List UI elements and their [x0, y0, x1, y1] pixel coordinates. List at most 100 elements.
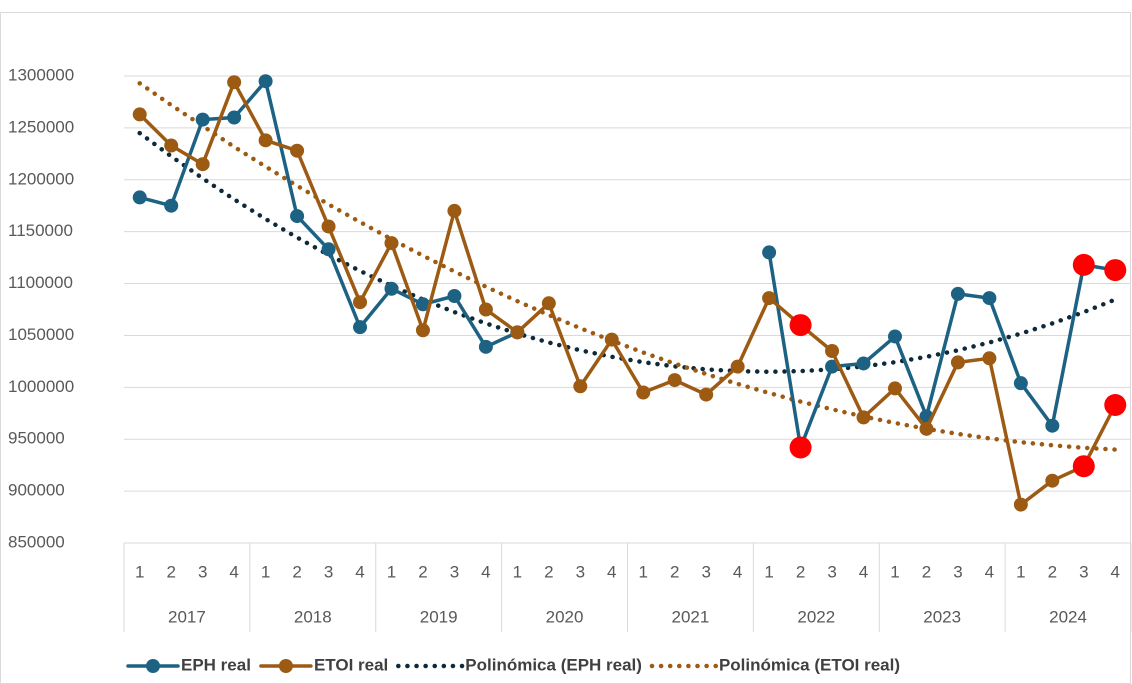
x-tick-label: 2 [544, 562, 553, 581]
x-tick-label: 3 [1079, 562, 1088, 581]
year-label: 2021 [672, 607, 710, 626]
y-tick-label: 1000000 [8, 377, 74, 396]
marker [919, 421, 934, 436]
marker [950, 286, 965, 301]
marker [384, 236, 399, 251]
series-line [137, 79, 1118, 450]
marker [258, 74, 273, 89]
marker [510, 325, 525, 340]
highlight-marker [1072, 253, 1095, 276]
marker [415, 323, 430, 338]
legend-marker [146, 659, 160, 673]
marker [887, 329, 902, 344]
marker [856, 356, 871, 371]
legend-label: ETOI real [314, 655, 388, 674]
marker [730, 359, 745, 374]
legend-label: Polinómica (ETOI real) [719, 655, 900, 674]
marker [415, 297, 430, 312]
x-tick-label: 4 [1111, 562, 1120, 581]
x-tick-label: 1 [135, 562, 144, 581]
marker [447, 203, 462, 218]
marker [478, 302, 493, 317]
year-label: 2017 [168, 607, 206, 626]
marker [950, 355, 965, 370]
highlight-marker [789, 436, 812, 459]
legend-label: EPH real [181, 655, 251, 674]
marker [982, 351, 997, 366]
highlight-marker [1104, 259, 1127, 282]
x-tick-label: 1 [1016, 562, 1025, 581]
marker [541, 296, 556, 311]
x-tick-label: 3 [576, 562, 585, 581]
y-tick-label: 1100000 [8, 273, 73, 292]
year-label: 2020 [546, 607, 584, 626]
year-label: 2018 [294, 607, 332, 626]
marker [762, 291, 777, 306]
marker [856, 410, 871, 425]
x-tick-label: 3 [701, 562, 710, 581]
marker [762, 245, 777, 260]
marker [227, 110, 242, 125]
marker [447, 289, 462, 304]
x-tick-label: 2 [670, 562, 679, 581]
marker [290, 209, 305, 224]
marker [258, 133, 273, 148]
marker [353, 295, 368, 310]
marker [164, 198, 179, 213]
x-tick-label: 1 [387, 562, 396, 581]
x-tick-label: 2 [418, 562, 427, 581]
year-label: 2019 [420, 607, 458, 626]
x-tick-label: 2 [796, 562, 805, 581]
x-tick-label: 1 [639, 562, 648, 581]
x-tick-label: 3 [198, 562, 207, 581]
marker [384, 281, 399, 296]
year-label: 2022 [797, 607, 835, 626]
year-label: 2023 [923, 607, 961, 626]
x-tick-label: 4 [229, 562, 238, 581]
x-tick-label: 1 [890, 562, 899, 581]
x-tick-label: 1 [513, 562, 522, 581]
marker [573, 379, 588, 394]
year-label: 2024 [1049, 607, 1087, 626]
x-tick-label: 3 [953, 562, 962, 581]
marker [699, 387, 714, 402]
y-tick-label: 1050000 [8, 325, 74, 344]
y-tick-label: 950000 [8, 429, 65, 448]
x-tick-label: 2 [922, 562, 931, 581]
legend-label: Polinómica (EPH real) [465, 655, 642, 674]
y-tick-label: 1150000 [8, 221, 73, 240]
x-tick-label: 4 [985, 562, 994, 581]
marker [825, 359, 840, 374]
marker [132, 190, 147, 205]
marker [636, 385, 651, 400]
marker [1013, 497, 1028, 512]
x-tick-label: 4 [607, 562, 616, 581]
x-tick-label: 2 [1048, 562, 1057, 581]
highlight-marker [1104, 393, 1127, 416]
marker [478, 339, 493, 354]
marker [132, 107, 147, 122]
marker [195, 112, 210, 127]
x-tick-label: 1 [764, 562, 773, 581]
x-tick-label: 2 [292, 562, 301, 581]
marker [1045, 418, 1060, 433]
marker [1045, 473, 1060, 488]
highlight-marker [789, 314, 812, 337]
x-tick-label: 3 [450, 562, 459, 581]
marker [825, 344, 840, 359]
marker [164, 138, 179, 153]
marker [290, 143, 305, 158]
y-tick-label: 1300000 [8, 65, 74, 84]
marker [353, 320, 368, 335]
trend-line [137, 81, 1118, 452]
marker [667, 373, 682, 388]
marker [321, 219, 336, 234]
legend-marker [278, 659, 293, 673]
y-tick-label: 850000 [8, 532, 65, 551]
marker [982, 291, 997, 306]
marker [321, 242, 336, 257]
y-tick-label: 1200000 [8, 169, 74, 188]
marker [604, 332, 619, 347]
highlight-marker [1072, 455, 1095, 478]
